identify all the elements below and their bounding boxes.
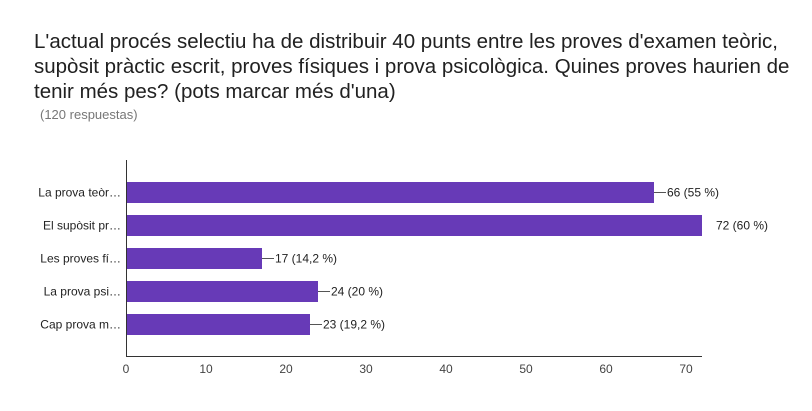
category-label: Les proves fí… [40, 252, 121, 266]
x-tick-label: 30 [359, 362, 373, 376]
category-label: La prova psi… [44, 285, 121, 299]
response-count: (120 respuestas) [40, 107, 138, 122]
value-label: 66 (55 %) [667, 186, 719, 200]
category-label: La prova teòr… [38, 186, 121, 200]
x-tick-label: 20 [279, 362, 293, 376]
bar [126, 182, 654, 203]
category-label: El supòsit pr… [43, 219, 121, 233]
value-label: 17 (14,2 %) [275, 252, 337, 266]
x-tick-label: 40 [439, 362, 453, 376]
x-tick-label: 60 [599, 362, 613, 376]
x-tick-label: 10 [199, 362, 213, 376]
category-label: Cap prova m… [40, 318, 121, 332]
question-title: L'actual procés selectiu ha de distribui… [34, 30, 790, 103]
x-tick-label: 50 [519, 362, 533, 376]
value-label: 24 (20 %) [331, 285, 383, 299]
bar [126, 215, 702, 236]
x-tick-label: 0 [123, 362, 130, 376]
bar [126, 314, 310, 335]
value-label: 23 (19,2 %) [323, 318, 385, 332]
x-tick-label: 70 [679, 362, 693, 376]
bar [126, 248, 262, 269]
value-label: 72 (60 %) [716, 219, 768, 233]
bar [126, 281, 318, 302]
